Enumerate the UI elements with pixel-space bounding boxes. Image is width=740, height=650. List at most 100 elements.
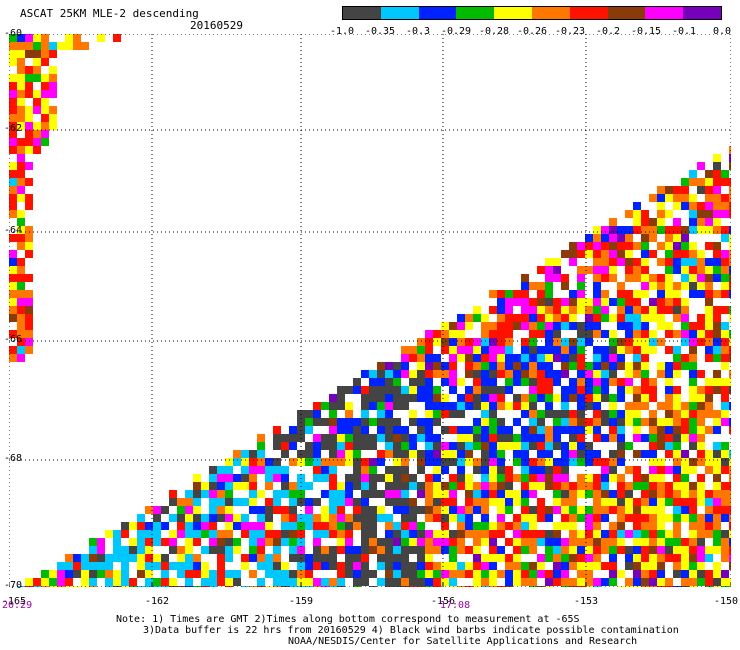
- data-cell: [393, 474, 401, 482]
- data-cell: [697, 386, 705, 394]
- data-cell: [249, 466, 257, 474]
- data-cell: [545, 442, 553, 450]
- data-cell: [49, 74, 57, 82]
- data-cell: [609, 434, 617, 442]
- data-cell: [561, 522, 569, 530]
- data-cell: [441, 514, 449, 522]
- data-cell: [465, 402, 473, 410]
- data-cell: [313, 466, 321, 474]
- data-cell: [185, 538, 193, 546]
- data-cell: [89, 570, 97, 578]
- data-cell: [17, 42, 25, 50]
- data-cell: [369, 434, 377, 442]
- data-cell: [697, 530, 705, 538]
- data-cell: [505, 466, 513, 474]
- data-cell: [689, 562, 697, 570]
- data-cell: [185, 530, 193, 538]
- data-cell: [721, 194, 729, 202]
- data-cell: [617, 242, 625, 250]
- data-cell: [521, 434, 529, 442]
- data-cell: [225, 474, 233, 482]
- data-cell: [657, 202, 665, 210]
- data-cell: [529, 546, 537, 554]
- data-cell: [361, 386, 369, 394]
- data-cell: [593, 506, 601, 514]
- data-cell: [489, 538, 497, 546]
- data-cell: [545, 482, 553, 490]
- data-cell: [649, 506, 657, 514]
- data-cell: [625, 258, 633, 266]
- data-cell: [657, 338, 665, 346]
- data-cell: [209, 538, 217, 546]
- data-cell: [481, 418, 489, 426]
- data-cell: [577, 290, 585, 298]
- data-cell: [601, 458, 609, 466]
- data-cell: [305, 450, 313, 458]
- data-cell: [577, 386, 585, 394]
- data-cell: [353, 498, 361, 506]
- data-cell: [441, 538, 449, 546]
- data-cell: [561, 338, 569, 346]
- data-cell: [449, 482, 457, 490]
- data-cell: [561, 386, 569, 394]
- data-cell: [465, 346, 473, 354]
- data-cell: [505, 490, 513, 498]
- data-cell: [17, 178, 25, 186]
- data-cell: [593, 522, 601, 530]
- data-cell: [729, 178, 731, 186]
- data-cell: [201, 490, 209, 498]
- data-cell: [665, 578, 673, 586]
- data-cell: [401, 426, 409, 434]
- data-cell: [433, 362, 441, 370]
- data-cell: [281, 442, 289, 450]
- data-cell: [593, 546, 601, 554]
- data-cell: [481, 410, 489, 418]
- data-cell: [649, 378, 657, 386]
- data-cell: [593, 530, 601, 538]
- data-cell: [401, 394, 409, 402]
- data-cell: [345, 434, 353, 442]
- data-cell: [49, 42, 57, 50]
- data-cell: [681, 234, 689, 242]
- data-cell: [617, 498, 625, 506]
- colorbar-tick-label: -0.1: [671, 26, 697, 37]
- data-cell: [497, 338, 505, 346]
- data-cell: [57, 578, 65, 586]
- data-cell: [689, 362, 697, 370]
- data-cell: [377, 578, 385, 586]
- data-cell: [609, 314, 617, 322]
- data-cell: [673, 538, 681, 546]
- data-cell: [545, 266, 553, 274]
- data-cell: [633, 314, 641, 322]
- data-cell: [577, 402, 585, 410]
- data-cell: [497, 450, 505, 458]
- data-cell: [665, 530, 673, 538]
- data-cell: [313, 538, 321, 546]
- data-cell: [425, 554, 433, 562]
- data-cell: [241, 562, 249, 570]
- data-cell: [697, 490, 705, 498]
- data-cell: [353, 418, 361, 426]
- data-cell: [417, 354, 425, 362]
- data-cell: [529, 506, 537, 514]
- data-cell: [465, 434, 473, 442]
- data-cell: [321, 466, 329, 474]
- data-cell: [473, 490, 481, 498]
- data-cell: [385, 418, 393, 426]
- data-cell: [9, 138, 17, 146]
- data-cell: [41, 578, 49, 586]
- data-cell: [353, 434, 361, 442]
- data-cell: [425, 514, 433, 522]
- data-cell: [673, 202, 681, 210]
- data-cell: [593, 226, 601, 234]
- data-cell: [521, 378, 529, 386]
- data-cell: [633, 386, 641, 394]
- data-cell: [705, 242, 713, 250]
- data-cell: [705, 490, 713, 498]
- data-cell: [657, 258, 665, 266]
- data-cell: [113, 554, 121, 562]
- data-cell: [257, 442, 265, 450]
- data-cell: [673, 290, 681, 298]
- data-cell: [265, 474, 273, 482]
- data-cell: [393, 450, 401, 458]
